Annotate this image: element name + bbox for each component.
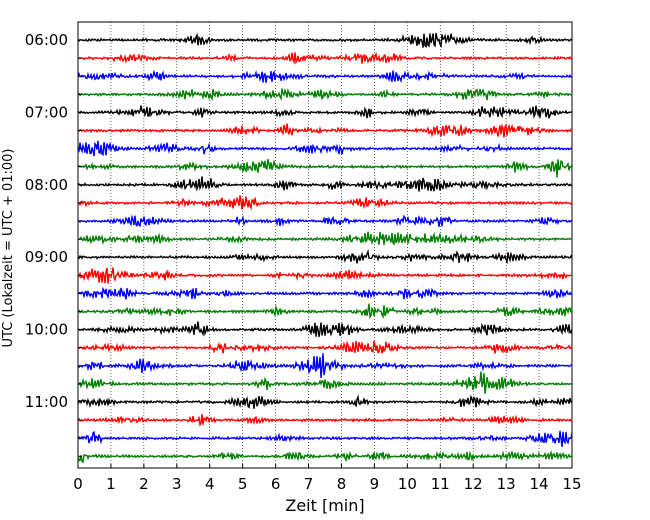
trace-1145: [77, 449, 573, 464]
trace-0830: [77, 214, 573, 228]
x-tick-label: 3: [172, 475, 182, 493]
trace-1100: [77, 394, 573, 409]
x-tick-label: 9: [370, 475, 380, 493]
trace-0900: [77, 248, 573, 265]
x-tick-label: 10: [398, 475, 417, 493]
trace-0600: [77, 32, 573, 49]
x-tick-label: 6: [271, 475, 281, 493]
x-tick-label: 4: [205, 475, 215, 493]
trace-0730: [77, 140, 573, 157]
x-tick-label: 13: [497, 475, 516, 493]
x-tick-label: 2: [139, 475, 149, 493]
y-tick-label: 10:00: [25, 321, 68, 339]
x-tick-label: 7: [304, 475, 314, 493]
x-axis-ticks: 0 1 2 3 4 5 6 7 8 9 10 11 12 13 14 15: [73, 464, 582, 493]
y-axis-label: UTC (Lokalzeit = UTC + 01:00): [1, 149, 16, 348]
x-tick-label: 15: [562, 475, 581, 493]
trace-0815: [77, 195, 573, 211]
y-tick-label: 09:00: [25, 248, 68, 266]
trace-1015: [77, 340, 573, 354]
x-tick-label: 5: [238, 475, 248, 493]
trace-1045: [77, 371, 573, 394]
trace-0715: [77, 122, 573, 138]
trace-0630: [77, 69, 573, 84]
x-tick-label: 14: [530, 475, 549, 493]
y-tick-label: 06:00: [25, 31, 68, 49]
trace-0800: [77, 176, 573, 192]
trace-1115: [77, 413, 573, 427]
x-tick-label: 1: [106, 475, 116, 493]
trace-0615: [77, 51, 573, 65]
seismogram-traces: [77, 32, 573, 464]
grid-lines: [110, 22, 540, 468]
trace-1030: [77, 353, 573, 378]
x-tick-label: 12: [464, 475, 483, 493]
trace-0845: [77, 231, 573, 246]
y-tick-label: 08:00: [25, 176, 68, 194]
trace-0745: [77, 159, 573, 178]
trace-0930: [77, 286, 573, 300]
y-axis-ticks: 06:00 07:00 08:00 09:00 10:00 11:00: [25, 31, 82, 457]
x-axis-label: Zeit [min]: [285, 496, 364, 515]
y-tick-label: 11:00: [25, 393, 68, 411]
x-tick-label: 8: [337, 475, 347, 493]
trace-0700: [77, 105, 573, 119]
trace-0645: [77, 87, 573, 102]
y-tick-label: 07:00: [25, 103, 68, 121]
trace-0915: [77, 267, 573, 284]
x-tick-label: 0: [73, 475, 83, 493]
x-tick-label: 11: [431, 475, 450, 493]
trace-0945: [77, 303, 573, 320]
trace-1000: [77, 321, 573, 338]
trace-1130: [77, 430, 573, 448]
